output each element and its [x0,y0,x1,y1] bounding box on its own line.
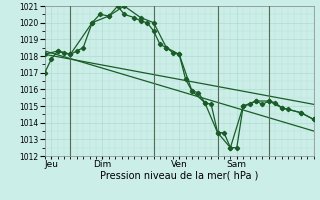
X-axis label: Pression niveau de la mer( hPa ): Pression niveau de la mer( hPa ) [100,171,258,181]
